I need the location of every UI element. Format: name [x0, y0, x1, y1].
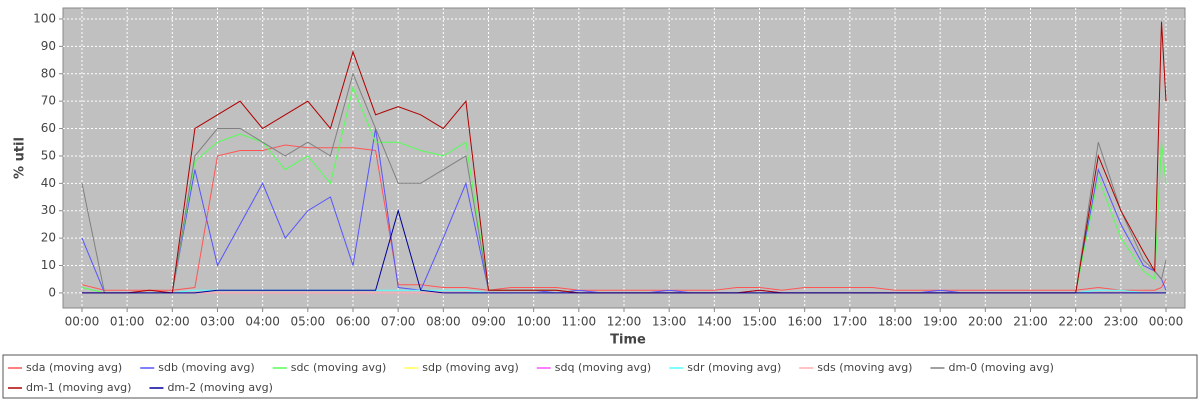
legend-label: dm-2 (moving avg)	[167, 381, 272, 394]
x-tick-label: 12:00	[607, 315, 642, 329]
legend-label: sds (moving avg)	[817, 361, 912, 374]
x-tick-label: 18:00	[878, 315, 913, 329]
y-tick-label: 90	[41, 39, 56, 53]
legend-label: dm-0 (moving avg)	[948, 361, 1053, 374]
x-tick-label: 00:00	[65, 315, 100, 329]
x-tick-label: 17:00	[833, 315, 868, 329]
legend-label: sdp (moving avg)	[422, 361, 518, 374]
y-tick-label: 10	[41, 258, 56, 272]
y-tick-label: 80	[41, 66, 56, 80]
x-tick-label: 09:00	[471, 315, 506, 329]
x-tick-label: 08:00	[426, 315, 461, 329]
y-axis-title: % util	[13, 137, 28, 179]
y-tick-label: 30	[41, 203, 56, 217]
x-tick-label: 13:00	[652, 315, 687, 329]
x-tick-label: 07:00	[381, 315, 416, 329]
series-line	[81, 144, 1167, 291]
y-tick-label: 100	[33, 11, 56, 25]
legend-label: sda (moving avg)	[26, 361, 122, 374]
legend-box	[2, 354, 1198, 399]
legend-label: sdr (moving avg)	[687, 361, 781, 374]
x-tick-label: 16:00	[787, 315, 822, 329]
x-tick-label: 19:00	[923, 315, 958, 329]
x-axis-title: Time	[610, 333, 646, 348]
y-tick-label: 50	[41, 148, 56, 162]
x-tick-label: 22:00	[1058, 315, 1093, 329]
x-tick-label: 14:00	[697, 315, 732, 329]
y-tick-label: 70	[41, 94, 56, 108]
legend-label: sdq (moving avg)	[555, 361, 651, 374]
y-tick-label: 0	[48, 285, 56, 299]
legend-label: dm-1 (moving avg)	[26, 381, 131, 394]
x-tick-label: 23:00	[1104, 315, 1139, 329]
legend-label: sdb (moving avg)	[158, 361, 254, 374]
y-tick-label: 40	[41, 176, 56, 190]
x-tick-label: 21:00	[1013, 315, 1048, 329]
x-tick-label: 02:00	[155, 315, 190, 329]
y-tick-label: 20	[41, 231, 56, 245]
x-tick-label: 05:00	[291, 315, 326, 329]
x-tick-label: 15:00	[742, 315, 777, 329]
x-tick-label: 10:00	[516, 315, 551, 329]
series-line	[82, 208, 1166, 294]
x-tick-label: 01:00	[110, 315, 145, 329]
x-tick-label: 03:00	[200, 315, 235, 329]
x-tick-label: 20:00	[968, 315, 1003, 329]
legend-label: sdc (moving avg)	[291, 361, 387, 374]
x-tick-label: 11:00	[562, 315, 597, 329]
x-tick-label: 06:00	[336, 315, 371, 329]
y-tick-label: 60	[41, 121, 56, 135]
x-tick-label: 04:00	[245, 315, 280, 329]
x-tick-label: 00:00	[1149, 315, 1184, 329]
